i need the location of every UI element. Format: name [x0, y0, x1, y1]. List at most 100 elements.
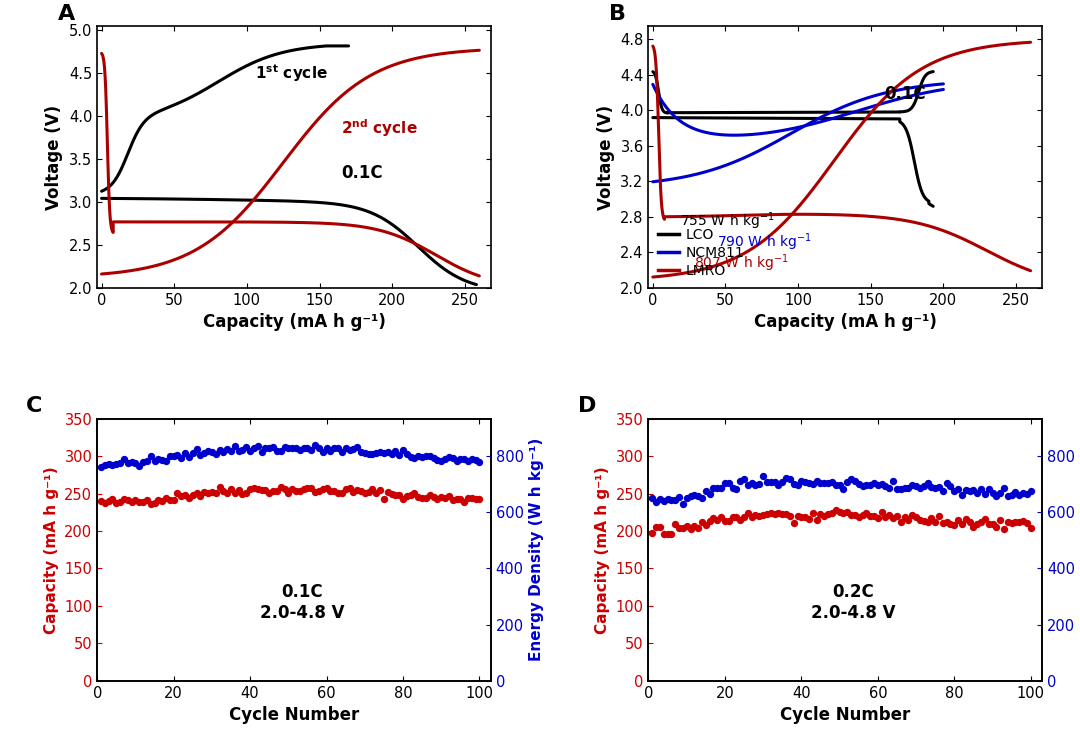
Point	[173, 452, 190, 464]
Point	[865, 477, 882, 489]
Point	[976, 513, 994, 525]
Point	[751, 510, 768, 522]
Point	[108, 497, 125, 509]
Point	[387, 489, 404, 501]
Y-axis label: Energy Density (W h kg⁻¹): Energy Density (W h kg⁻¹)	[529, 438, 544, 661]
Point	[436, 453, 454, 465]
Point	[823, 507, 840, 519]
Point	[838, 506, 855, 518]
Point	[234, 444, 252, 456]
Point	[150, 494, 167, 506]
Point	[785, 478, 802, 490]
Point	[885, 512, 902, 524]
Point	[954, 518, 971, 530]
Point	[329, 441, 347, 453]
Point	[138, 494, 156, 506]
Point	[651, 493, 669, 505]
Point	[831, 506, 848, 518]
Point	[681, 491, 699, 503]
Point	[180, 452, 198, 464]
Point	[429, 453, 446, 465]
Point	[93, 495, 110, 507]
X-axis label: Cycle Number: Cycle Number	[780, 706, 910, 724]
Point	[96, 497, 113, 509]
Point	[249, 440, 267, 452]
Y-axis label: Voltage (V): Voltage (V)	[596, 105, 615, 209]
Point	[318, 482, 335, 494]
Point	[873, 506, 890, 518]
Point	[451, 493, 469, 505]
Point	[930, 481, 947, 493]
Point	[927, 482, 944, 494]
Point	[207, 448, 225, 460]
Point	[195, 486, 213, 498]
Point	[922, 482, 940, 494]
Point	[773, 476, 791, 488]
Point	[815, 509, 833, 521]
Point	[961, 516, 978, 528]
Point	[245, 442, 262, 454]
Point	[1011, 488, 1028, 500]
Point	[969, 487, 986, 499]
Point	[827, 504, 845, 516]
Point	[766, 476, 783, 488]
Point	[287, 485, 305, 497]
Point	[394, 444, 411, 456]
Point	[850, 511, 867, 523]
Point	[1014, 488, 1031, 500]
Point	[896, 512, 914, 524]
Point	[972, 483, 989, 495]
Point	[433, 491, 450, 503]
Point	[663, 494, 680, 506]
Text: 0.1C: 0.1C	[885, 85, 927, 103]
Point	[322, 485, 339, 497]
Point	[781, 510, 798, 522]
Point	[249, 483, 267, 495]
Point	[119, 494, 136, 506]
Point	[108, 458, 125, 470]
Point	[230, 444, 247, 456]
Point	[644, 527, 661, 539]
Point	[307, 439, 324, 451]
Point	[651, 521, 669, 533]
Point	[930, 509, 947, 521]
Point	[793, 511, 810, 523]
Point	[758, 508, 775, 520]
Point	[391, 450, 408, 462]
Point	[854, 480, 872, 492]
Point	[892, 516, 909, 528]
Point	[964, 484, 982, 496]
Point	[708, 482, 726, 494]
Point	[111, 456, 129, 468]
Point	[686, 521, 703, 533]
Point	[892, 482, 909, 494]
Point	[372, 484, 389, 496]
Point	[459, 492, 476, 504]
Point	[379, 446, 396, 458]
Point	[268, 445, 285, 457]
Point	[778, 509, 795, 521]
Point	[681, 523, 699, 535]
Point	[260, 487, 278, 499]
Point	[257, 484, 274, 496]
Point	[153, 495, 171, 507]
Point	[307, 485, 324, 497]
Point	[850, 477, 867, 489]
Point	[356, 488, 374, 500]
Point	[238, 487, 255, 499]
Point	[877, 479, 894, 491]
Point	[399, 448, 416, 460]
Point	[188, 488, 205, 500]
Point	[991, 487, 1009, 499]
Point	[698, 519, 715, 531]
Point	[880, 482, 897, 494]
Point	[656, 528, 673, 540]
Point	[827, 479, 845, 491]
Point	[417, 492, 434, 504]
Point	[939, 477, 956, 489]
Point	[119, 456, 136, 468]
Point	[869, 479, 887, 491]
Point	[999, 516, 1016, 528]
Point	[770, 506, 787, 518]
Point	[988, 490, 1005, 502]
